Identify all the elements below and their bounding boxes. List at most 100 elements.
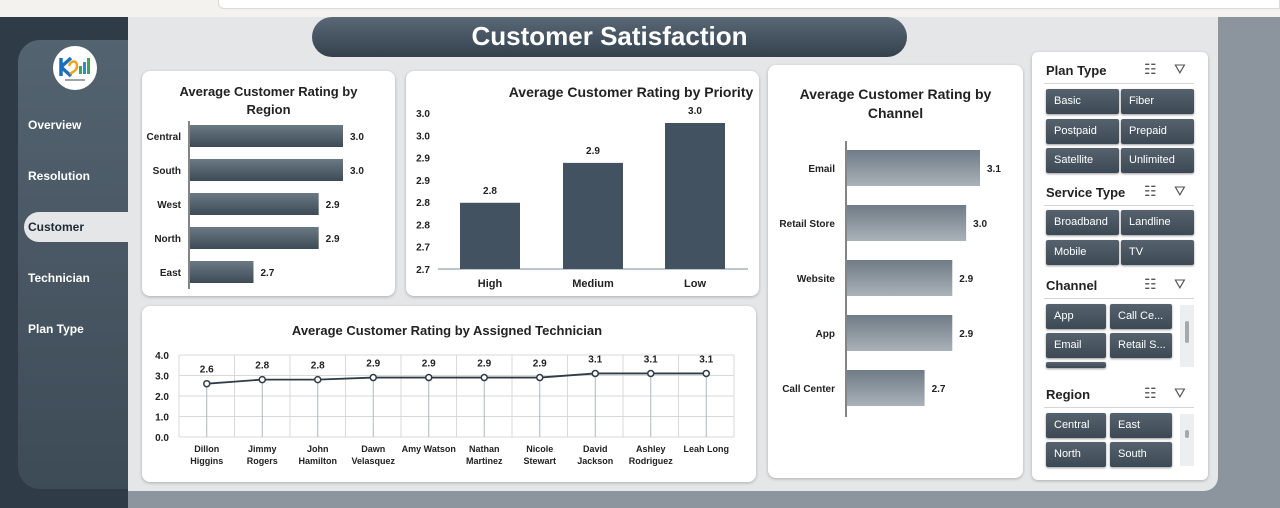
priority-chart-title: Average Customer Rating by Priority bbox=[508, 84, 754, 100]
tech-category-label: Amy Watson bbox=[402, 444, 456, 454]
clear-filter-icon[interactable]: ⛛ bbox=[1174, 385, 1186, 401]
tech-data-label: 2.9 bbox=[422, 359, 436, 370]
multi-select-icon[interactable]: ☷ bbox=[1144, 276, 1157, 292]
slicer-option-landline[interactable]: Landline bbox=[1121, 210, 1194, 235]
channel-bar bbox=[847, 370, 925, 406]
region-chart-card[interactable]: Average Customer Rating by Region Centra… bbox=[142, 71, 395, 296]
slicer-option-unlimited[interactable]: Unlimited bbox=[1121, 148, 1194, 173]
tech-data-label: 2.9 bbox=[477, 359, 491, 370]
company-logo bbox=[53, 46, 97, 90]
slicer-option-prepaid[interactable]: Prepaid bbox=[1121, 119, 1194, 144]
region-bar bbox=[190, 125, 343, 147]
slicer-option-broadband[interactable]: Broadband bbox=[1046, 210, 1119, 235]
priority-y-tick: 3.0 bbox=[416, 131, 430, 142]
nav-resolution[interactable]: Resolution bbox=[28, 169, 90, 183]
slicer-option-call-center[interactable]: Call Ce... bbox=[1110, 304, 1172, 329]
tech-category-label: Jackson bbox=[577, 456, 613, 466]
region-data-label: 2.7 bbox=[260, 268, 274, 279]
priority-data-label: 3.0 bbox=[688, 106, 702, 117]
tech-data-label: 3.1 bbox=[644, 354, 658, 365]
slicer-option-email[interactable]: Email bbox=[1046, 333, 1106, 358]
channel-chart-card[interactable]: Average Customer Rating by Channel Email… bbox=[768, 65, 1023, 478]
navigation-panel bbox=[18, 40, 128, 489]
priority-y-tick: 2.9 bbox=[416, 176, 430, 187]
region-bar bbox=[190, 159, 343, 181]
region-category-label: Central bbox=[147, 132, 182, 143]
tech-data-label: 2.8 bbox=[255, 361, 269, 372]
tech-point bbox=[369, 373, 377, 382]
tech-series-line bbox=[206, 372, 707, 385]
tech-category-label: Dawn bbox=[361, 444, 385, 454]
slicer-option-mobile[interactable]: Mobile bbox=[1046, 240, 1119, 265]
tech-point bbox=[536, 373, 544, 382]
plan-type-slicer-title: Plan Type bbox=[1046, 63, 1107, 78]
nav-customer[interactable]: Customer bbox=[24, 212, 128, 242]
nav-plan-type[interactable]: Plan Type bbox=[28, 322, 84, 336]
slicer-option-east[interactable]: East bbox=[1110, 413, 1172, 438]
channel-data-label: 2.9 bbox=[959, 274, 973, 285]
slicer-option-central[interactable]: Central bbox=[1046, 413, 1106, 438]
priority-bar bbox=[563, 162, 623, 269]
slicer-option-fiber[interactable]: Fiber bbox=[1121, 89, 1194, 114]
tech-data-label: 2.8 bbox=[311, 361, 325, 372]
priority-y-tick: 2.9 bbox=[416, 154, 430, 165]
tech-category-label: Nicole bbox=[526, 444, 553, 454]
clear-filter-icon[interactable]: ⛛ bbox=[1174, 183, 1186, 199]
tech-category-label: Rodriguez bbox=[629, 456, 673, 466]
priority-y-tick: 2.7 bbox=[416, 243, 430, 254]
tech-point bbox=[314, 375, 322, 384]
region-data-label: 3.0 bbox=[350, 132, 364, 143]
technician-chart-card[interactable]: Average Customer Rating by Assigned Tech… bbox=[142, 306, 756, 482]
formula-bar[interactable] bbox=[218, 0, 1280, 9]
channel-category-label: Retail Store bbox=[779, 219, 835, 230]
slicer-option-satellite[interactable]: Satellite bbox=[1046, 148, 1119, 173]
tech-data-label: 3.1 bbox=[588, 354, 602, 365]
region-category-label: West bbox=[157, 200, 181, 211]
slicer-option-north[interactable]: North bbox=[1046, 442, 1106, 467]
slicer-divider bbox=[1044, 407, 1194, 408]
region-data-label: 2.9 bbox=[326, 234, 340, 245]
nav-technician[interactable]: Technician bbox=[28, 271, 90, 285]
tech-category-label: Martinez bbox=[466, 456, 503, 466]
tech-category-label: Dillon bbox=[194, 444, 219, 454]
tech-point bbox=[203, 379, 211, 388]
slicer-option-tv[interactable]: TV bbox=[1121, 240, 1194, 265]
slicer-option-partial[interactable] bbox=[1046, 362, 1106, 368]
multi-select-icon[interactable]: ☷ bbox=[1144, 61, 1157, 77]
region-bar bbox=[190, 227, 319, 249]
channel-data-label: 3.1 bbox=[987, 164, 1001, 175]
tech-data-label: 2.9 bbox=[533, 359, 547, 370]
tech-y-tick: 3.0 bbox=[155, 372, 169, 383]
channel-slicer-scrollbar[interactable] bbox=[1180, 305, 1194, 367]
dashboard-title: Customer Satisfaction bbox=[312, 17, 907, 57]
tech-point bbox=[591, 369, 599, 378]
priority-y-tick: 2.7 bbox=[416, 265, 430, 276]
priority-chart-card[interactable]: Average Customer Rating by Priority 3.0 3… bbox=[406, 71, 759, 296]
tech-category-label: Higgins bbox=[190, 456, 223, 466]
slicer-divider bbox=[1044, 205, 1194, 206]
tech-category-label: Velasquez bbox=[351, 456, 395, 466]
region-category-label: North bbox=[154, 234, 181, 245]
priority-chart-plot: 3.0 3.0 2.9 2.9 2.8 2.8 2.7 2.7 2.8 High 2.9 Medium… bbox=[416, 106, 748, 290]
channel-chart-plot: Email 3.1 Retail Store 3.0 Website 2.9 App 2.9 C… bbox=[779, 141, 1001, 417]
channel-category-label: Email bbox=[808, 164, 835, 175]
channel-chart-title: Average Customer Rating by Channel bbox=[799, 86, 992, 121]
clear-filter-icon[interactable]: ⛛ bbox=[1174, 61, 1186, 77]
slicer-panel: Plan Type ☷ ⛛ Basic Fiber Postpaid Prepa… bbox=[1032, 52, 1208, 480]
region-slicer-scrollbar[interactable] bbox=[1180, 414, 1194, 466]
slicer-option-retail-store[interactable]: Retail S... bbox=[1110, 333, 1172, 358]
tech-category-label: Stewart bbox=[523, 456, 556, 466]
region-bar bbox=[190, 261, 254, 283]
slicer-option-app[interactable]: App bbox=[1046, 304, 1106, 329]
priority-y-tick: 2.8 bbox=[416, 198, 430, 209]
slicer-option-postpaid[interactable]: Postpaid bbox=[1046, 119, 1119, 144]
region-data-label: 3.0 bbox=[350, 166, 364, 177]
slicer-option-basic[interactable]: Basic bbox=[1046, 89, 1119, 114]
tech-category-label: Leah Long bbox=[684, 444, 730, 454]
tech-y-tick: 0.0 bbox=[155, 433, 169, 444]
clear-filter-icon[interactable]: ⛛ bbox=[1174, 276, 1186, 292]
slicer-option-south[interactable]: South bbox=[1110, 442, 1172, 467]
nav-overview[interactable]: Overview bbox=[28, 118, 82, 132]
multi-select-icon[interactable]: ☷ bbox=[1144, 385, 1157, 401]
multi-select-icon[interactable]: ☷ bbox=[1144, 183, 1157, 199]
